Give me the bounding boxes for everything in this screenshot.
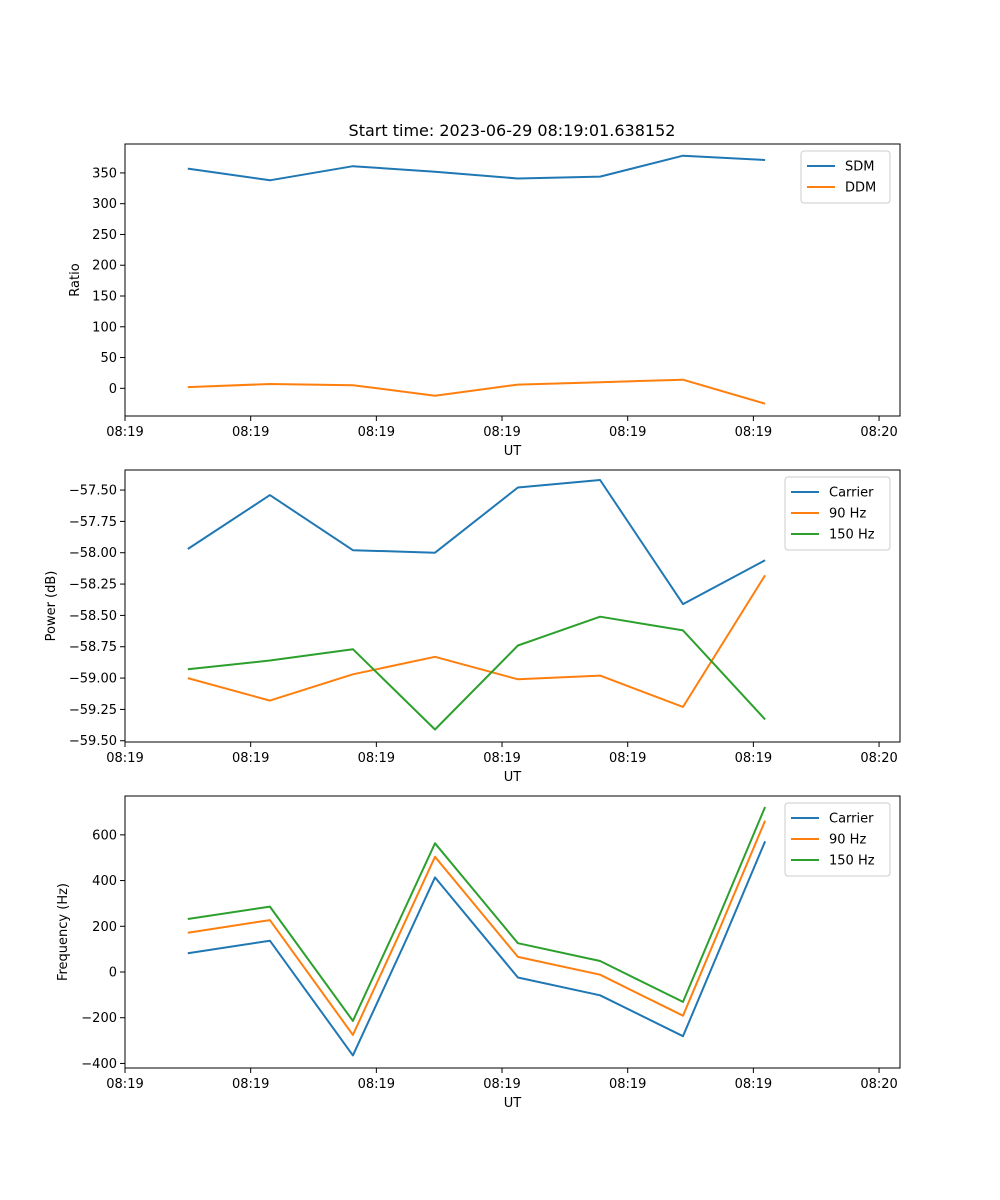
- x-tick-label: 08:19: [358, 425, 395, 440]
- series-line-carrier: [187, 479, 766, 606]
- y-tick-label: −59.25: [69, 703, 117, 718]
- y-tick-label: −58.75: [69, 640, 117, 655]
- x-tick-label: 08:19: [483, 425, 520, 440]
- y-tick-label: 250: [92, 228, 117, 243]
- legend-label: 150 Hz: [829, 528, 875, 543]
- y-tick-label: 350: [92, 166, 117, 181]
- subplot-ratio: 08:19 08:19 08:19 08:19 08:19 08:19 08:20 0 50 10…: [68, 143, 901, 459]
- series-line-150-hz: [187, 806, 767, 1022]
- y-tick-label: 400: [92, 874, 117, 889]
- y-tick-label: −200: [81, 1011, 117, 1026]
- y-tick-label: 600: [92, 828, 117, 843]
- y-tick-label: 200: [92, 259, 117, 274]
- x-tick-label: 08:19: [106, 751, 143, 766]
- subplot-power: 08:19 08:19 08:19 08:19 08:19 08:19 08:20 −59.5…: [44, 469, 901, 785]
- legend-label: Carrier: [829, 812, 874, 827]
- y-tick-label: 200: [92, 920, 117, 935]
- x-tick-label: 08:19: [106, 425, 143, 440]
- x-tick-label: 08:19: [232, 1077, 269, 1092]
- x-tick-label: 08:19: [735, 751, 772, 766]
- plot-frame: [124, 795, 901, 1069]
- legend-label: SDM: [845, 160, 874, 175]
- y-tick-label: −58.25: [69, 578, 117, 593]
- y-tick-label: 100: [92, 320, 117, 335]
- y-tick-label: 300: [92, 197, 117, 212]
- y-tick-label: −57.50: [69, 484, 117, 499]
- plot-frame: [124, 143, 901, 417]
- x-tick-label: 08:20: [860, 1077, 897, 1092]
- series-line-150-hz: [187, 615, 766, 731]
- x-tick-label: 08:19: [483, 1077, 520, 1092]
- series-line-sdm: [187, 154, 766, 182]
- x-tick-label: 08:20: [860, 425, 897, 440]
- x-tick-label: 08:19: [358, 751, 395, 766]
- y-tick-label: −59.00: [69, 672, 117, 687]
- figure-title: Start time: 2023-06-29 08:19:01.638152: [349, 121, 676, 140]
- x-tick-label: 08:20: [860, 751, 897, 766]
- y-tick-label: −58.00: [69, 546, 117, 561]
- y-tick-label: 150: [92, 290, 117, 305]
- y-axis-label: Ratio: [68, 263, 83, 296]
- x-axis-label: UT: [504, 1096, 522, 1111]
- series-line-carrier: [187, 840, 767, 1057]
- x-axis-label: UT: [504, 444, 522, 459]
- x-tick-label: 08:19: [609, 751, 646, 766]
- y-tick-label: −400: [81, 1057, 117, 1072]
- x-axis-label: UT: [504, 770, 522, 785]
- y-axis-label: Frequency (Hz): [56, 883, 71, 981]
- series-line-90-hz: [187, 574, 766, 708]
- y-tick-label: −59.50: [69, 734, 117, 749]
- y-tick-label: 0: [109, 966, 117, 981]
- series-line-90-hz: [187, 820, 767, 1036]
- subplot-frequency: 08:19 08:19 08:19 08:19 08:19 08:19 08:20 −400 −…: [56, 795, 901, 1111]
- legend-label: Carrier: [829, 486, 874, 501]
- legend: [784, 802, 891, 877]
- y-tick-label: −57.75: [69, 515, 117, 530]
- legend: [784, 476, 891, 551]
- y-tick-label: 0: [109, 382, 117, 397]
- y-tick-label: 50: [100, 351, 117, 366]
- x-tick-label: 08:19: [232, 425, 269, 440]
- legend-label: DDM: [845, 181, 876, 196]
- x-tick-label: 08:19: [609, 1077, 646, 1092]
- series-line-ddm: [187, 378, 766, 405]
- x-tick-label: 08:19: [735, 425, 772, 440]
- x-tick-label: 08:19: [609, 425, 646, 440]
- x-tick-label: 08:19: [232, 751, 269, 766]
- y-axis-label: Power (dB): [44, 571, 59, 642]
- y-tick-label: −58.50: [69, 609, 117, 624]
- legend-label: 90 Hz: [829, 833, 866, 848]
- x-tick-label: 08:19: [735, 1077, 772, 1092]
- legend: [800, 150, 891, 204]
- plot-frame: [124, 469, 901, 743]
- legend-label: 150 Hz: [829, 854, 875, 869]
- legend-label: 90 Hz: [829, 507, 866, 522]
- x-tick-label: 08:19: [106, 1077, 143, 1092]
- x-tick-label: 08:19: [358, 1077, 395, 1092]
- x-tick-label: 08:19: [483, 751, 520, 766]
